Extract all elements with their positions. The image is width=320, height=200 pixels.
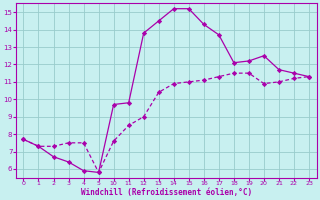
- X-axis label: Windchill (Refroidissement éolien,°C): Windchill (Refroidissement éolien,°C): [81, 188, 252, 197]
